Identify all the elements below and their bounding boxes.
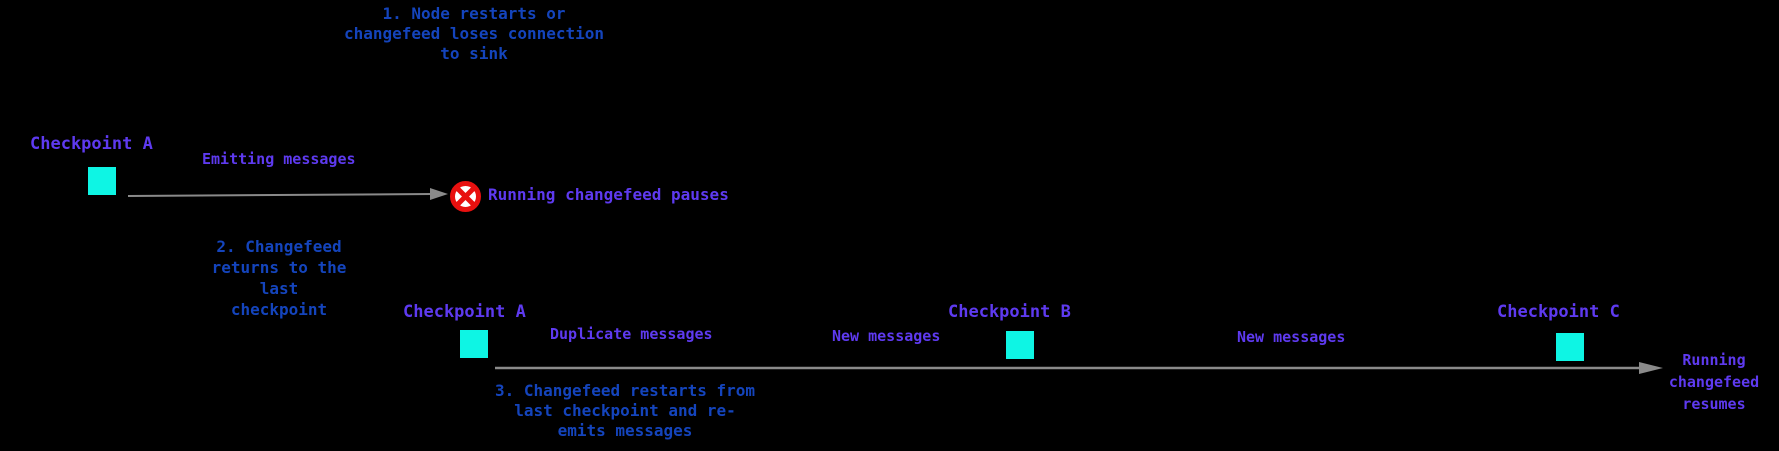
note-step3: 3. Changefeed restarts from last checkpo… [494, 381, 756, 440]
emitting-messages-label: Emitting messages [202, 150, 356, 168]
resume-timeline-arrow [495, 362, 1663, 374]
checkpoint-c-label: Checkpoint C [1497, 302, 1620, 322]
checkpoint-a1-marker [88, 167, 116, 195]
new-messages-2-label: New messages [1237, 328, 1346, 346]
checkpoint-c-marker [1556, 333, 1584, 361]
x-circle-icon [450, 181, 481, 212]
new-messages-1-label: New messages [832, 327, 941, 345]
pauses-label: Running changefeed pauses [488, 185, 729, 204]
pause-arrow [127, 188, 448, 200]
note-step2: 2. Changefeed returns to the last checkp… [211, 237, 347, 319]
checkpoint-b-label: Checkpoint B [948, 302, 1071, 322]
checkpoint-a2-label: Checkpoint A [403, 302, 526, 322]
checkpoint-b-marker [1006, 331, 1034, 359]
duplicate-messages-label: Duplicate messages [550, 325, 713, 343]
checkpoint-a2-marker [460, 330, 488, 358]
note-step1: 1. Node restarts or changefeed loses con… [343, 4, 605, 63]
resumes-label: Running changefeed resumes [1668, 351, 1760, 413]
checkpoint-a1-label: Checkpoint A [30, 134, 153, 154]
